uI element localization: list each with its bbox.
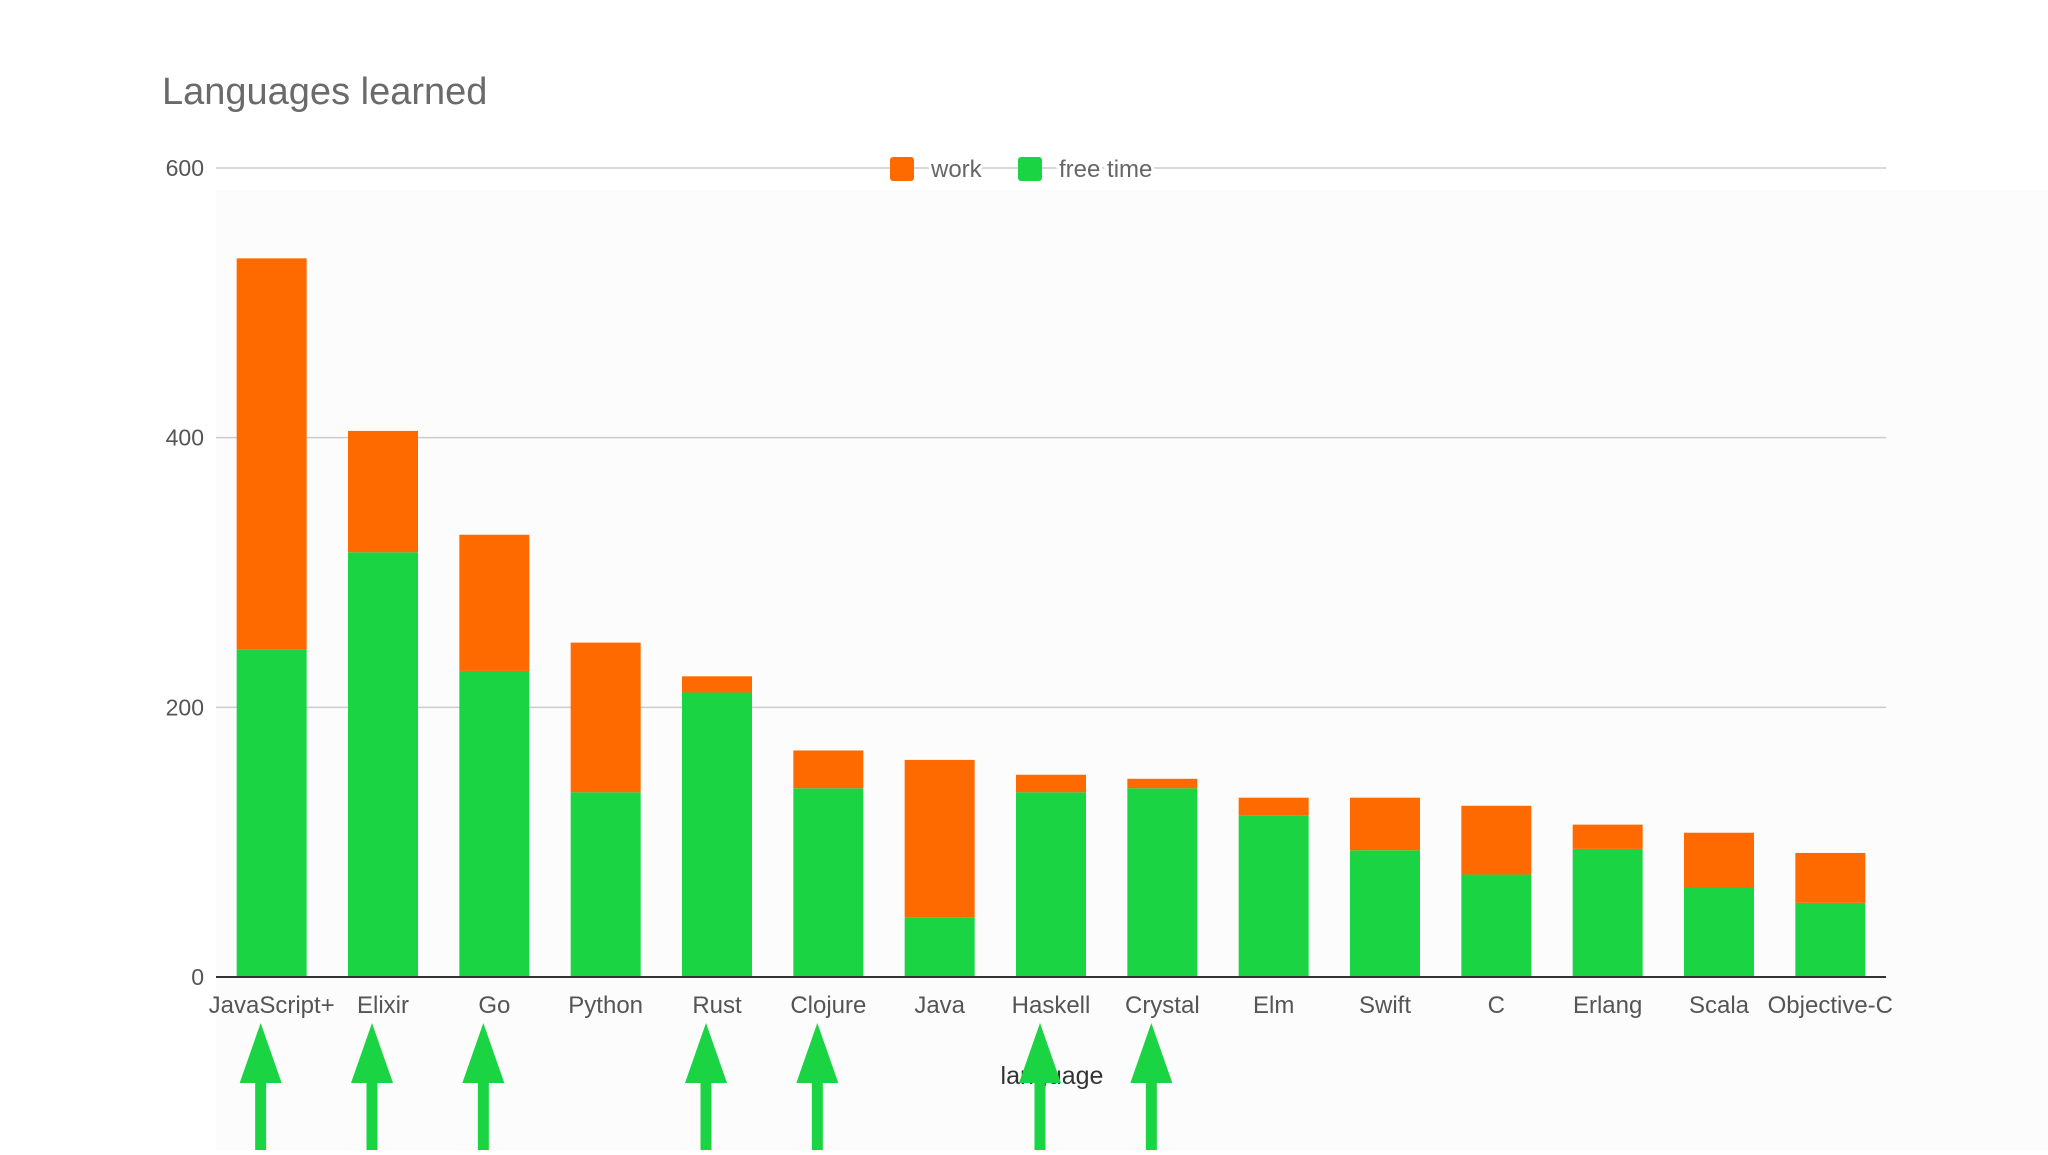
x-tick-label: JavaScript+ [209, 992, 335, 1019]
bar-work [1461, 805, 1532, 875]
arrow-shaft [1145, 1082, 1157, 1150]
x-tick-label: Objective-C [1768, 992, 1893, 1019]
x-tick-label: Haskell [1012, 992, 1091, 1019]
bar-free-time [1572, 848, 1643, 977]
x-tick-label: Rust [692, 992, 742, 1019]
bar-free-time [1461, 874, 1532, 977]
x-tick-label: Elixir [357, 992, 409, 1019]
axes: 0 200 400 600 JavaScript+ Elixir Go Python Rust C… [166, 155, 1893, 1019]
legend: work free time [890, 153, 1155, 186]
bar-free-time [348, 552, 418, 977]
y-tick-label: 200 [166, 694, 204, 720]
arrow-head [239, 1023, 282, 1083]
bar-free-time [1127, 788, 1198, 977]
arrow-head [1019, 1023, 1061, 1083]
bar-free-time [904, 917, 975, 977]
bar-work [348, 430, 418, 553]
arrow-head [796, 1023, 839, 1083]
x-tick-label: Python [568, 992, 643, 1019]
arrow-shaft [700, 1082, 712, 1150]
bar-free-time [1795, 902, 1866, 977]
bar-work [793, 750, 864, 789]
arrow-shaft [366, 1082, 378, 1150]
bar-work [1572, 824, 1643, 849]
x-tick-label: Java [914, 992, 965, 1019]
arrow-head [685, 1023, 727, 1083]
bar-work [1127, 778, 1198, 789]
bar-work [904, 759, 975, 918]
bar-free-time [1684, 888, 1754, 977]
bar-work [1350, 797, 1420, 851]
bar-free-time [682, 692, 752, 977]
bars [236, 258, 1866, 977]
y-tick-label: 400 [166, 425, 204, 451]
x-tick-label: Swift [1359, 992, 1411, 1019]
legend-label: free time [1059, 156, 1152, 183]
bar-free-time [459, 670, 530, 977]
bar-work [682, 676, 752, 693]
bar-work [1016, 774, 1086, 793]
arrow-head [351, 1023, 393, 1083]
bar-work [459, 534, 530, 671]
arrow-head [1130, 1023, 1173, 1083]
legend-swatch-work [890, 157, 914, 181]
arrow-shaft [811, 1082, 823, 1150]
arrow-shaft [477, 1082, 489, 1150]
bar-free-time [1350, 850, 1420, 977]
chart-title: Languages learned [162, 71, 487, 113]
bar-free-time [570, 792, 641, 977]
x-tick-label: Erlang [1573, 992, 1642, 1019]
legend-swatch-free-time [1018, 157, 1042, 181]
legend-label: work [930, 156, 983, 183]
x-tick-label: Elm [1253, 992, 1294, 1019]
bar-free-time [236, 649, 307, 977]
y-tick-label: 600 [166, 155, 204, 181]
bar-work [1795, 852, 1866, 903]
x-tick-label: Scala [1689, 992, 1750, 1019]
highlight-arrows [239, 1023, 1173, 1150]
bar-work [236, 258, 307, 650]
arrow-head [462, 1023, 505, 1083]
bar-free-time [793, 788, 864, 977]
x-tick-label: C [1488, 992, 1505, 1019]
bar-work [1238, 797, 1309, 816]
arrow-shaft [255, 1082, 267, 1150]
arrow-shaft [1034, 1082, 1046, 1150]
y-tick-label: 0 [191, 964, 204, 990]
x-tick-label: Go [478, 992, 510, 1019]
bar-work [570, 642, 641, 793]
x-tick-label: Crystal [1125, 992, 1200, 1019]
bar-free-time [1016, 792, 1086, 977]
bar-work [1684, 832, 1754, 889]
x-tick-label: Clojure [790, 992, 866, 1019]
bar-free-time [1238, 815, 1309, 977]
